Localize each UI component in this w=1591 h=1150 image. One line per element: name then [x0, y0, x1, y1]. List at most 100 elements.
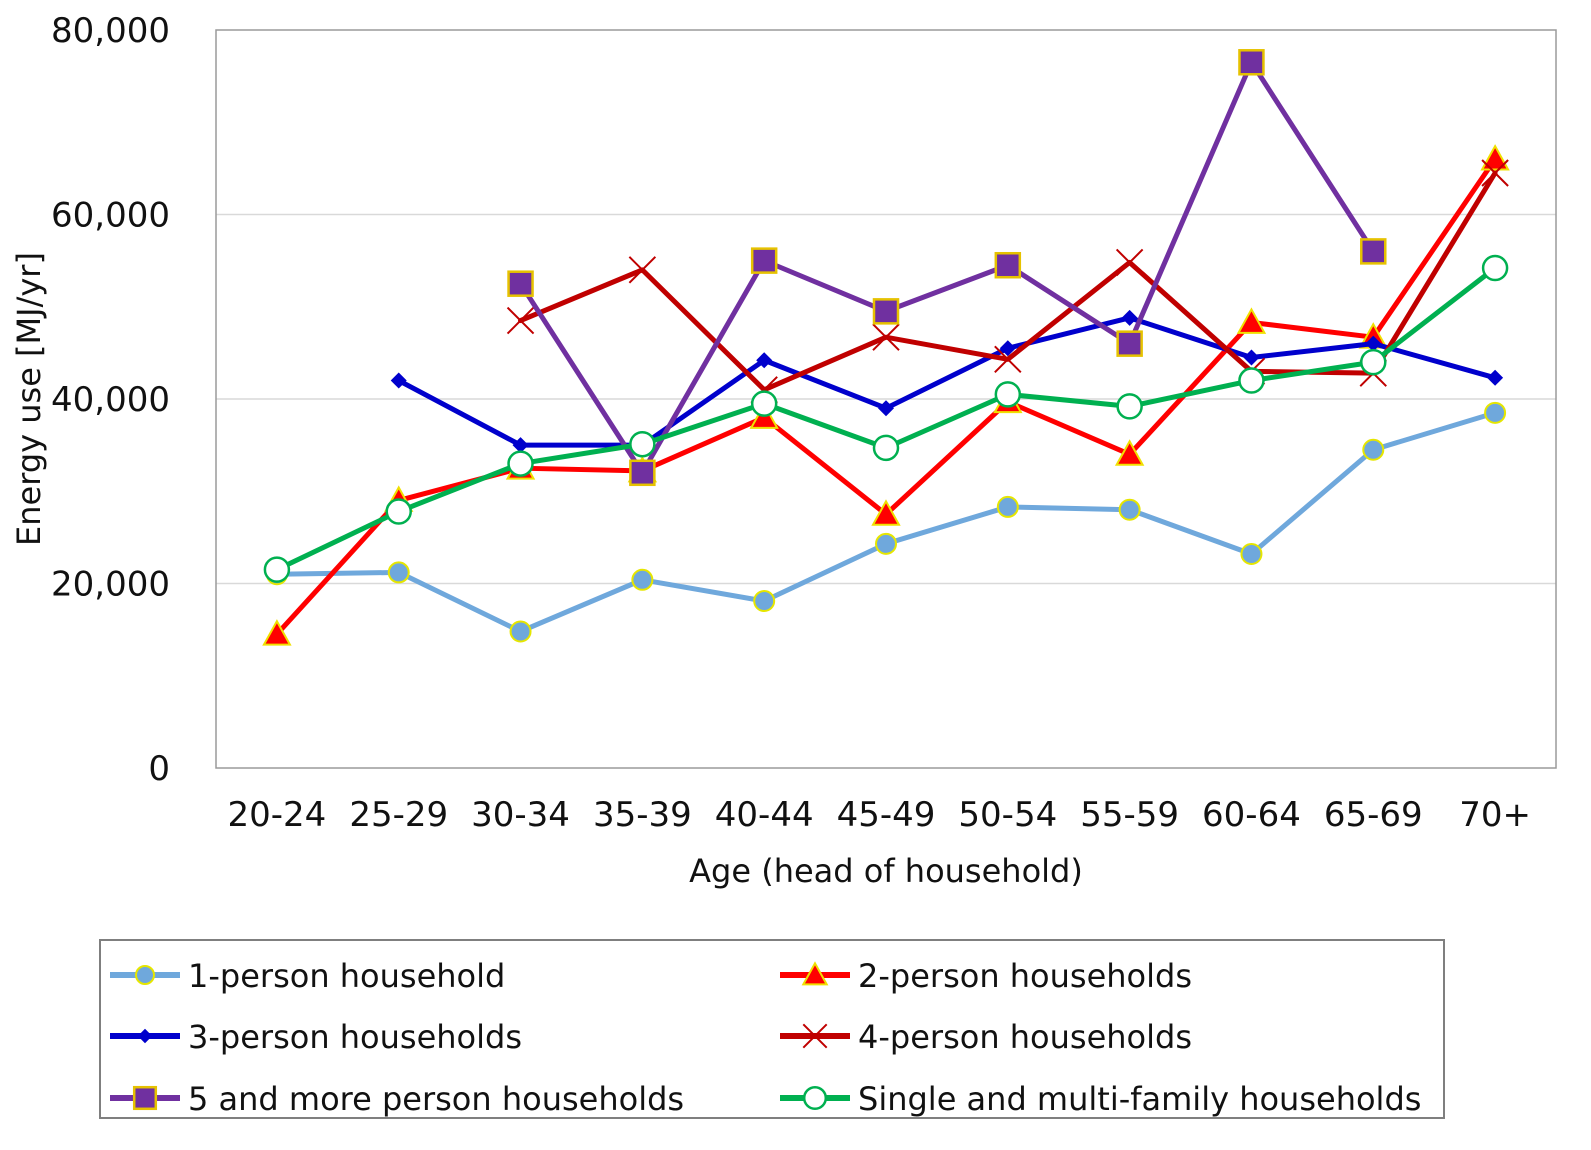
series-lines — [262, 49, 1510, 646]
data-point — [629, 430, 656, 458]
data-point — [1362, 438, 1385, 461]
data-point — [385, 498, 412, 525]
data-point — [872, 298, 900, 325]
legend-label: 1-person household — [188, 957, 505, 995]
x-axis-ticks: 20-24 25-29 30-34 35-39 40-44 45-49 50-54 55-59… — [228, 795, 1531, 835]
data-point — [1114, 439, 1145, 466]
data-point — [263, 556, 291, 583]
data-point — [135, 965, 155, 985]
series-6 — [263, 254, 1509, 583]
data-point — [756, 352, 773, 369]
series-2 — [262, 144, 1510, 646]
x-tick-label: 55-59 — [1080, 795, 1179, 835]
data-point — [1481, 159, 1509, 187]
data-point — [802, 1085, 828, 1111]
x-tick-label: 40-44 — [715, 795, 814, 835]
x-tick-label: 50-54 — [958, 795, 1057, 835]
legend-item: Single and multi-family households — [780, 1080, 1421, 1118]
data-point — [512, 437, 529, 454]
y-axis-ticks: 0 20,000 40,000 60,000 80,000 — [51, 11, 170, 789]
series-4 — [506, 159, 1509, 404]
x-tick-label: 65-69 — [1324, 795, 1423, 835]
x-tick-label: 30-34 — [471, 795, 570, 835]
data-point — [872, 323, 900, 351]
data-point — [1238, 49, 1265, 76]
data-point — [1365, 335, 1382, 352]
data-point — [631, 568, 654, 591]
data-point — [1238, 367, 1265, 394]
x-tick-label: 60-64 — [1202, 795, 1301, 835]
data-point — [994, 345, 1022, 374]
data-point — [387, 561, 410, 584]
data-point — [629, 459, 656, 487]
data-point — [1116, 393, 1143, 420]
data-point — [1115, 248, 1144, 277]
data-point — [872, 434, 900, 462]
y-tick-label: 60,000 — [51, 196, 170, 236]
x-axis-title: Age (head of household) — [689, 852, 1083, 890]
data-point — [1360, 348, 1387, 376]
data-point — [506, 306, 535, 335]
data-point — [1116, 330, 1143, 357]
legend-item: 2-person households — [780, 957, 1192, 995]
plot-area — [215, 29, 1557, 769]
legend-label: 5 and more person households — [188, 1080, 684, 1118]
x-tick-label: 45-49 — [837, 795, 936, 835]
series-line — [518, 170, 1498, 393]
series-line — [396, 315, 1498, 448]
x-tick-label: 70+ — [1459, 795, 1531, 835]
x-tick-label: 20-24 — [228, 795, 327, 835]
series-line — [274, 156, 1498, 637]
legend: 1-person household 2-person households 3-p… — [99, 939, 1445, 1119]
gridlines — [216, 213, 1556, 585]
data-point — [132, 1085, 158, 1111]
data-point — [1360, 238, 1387, 265]
legend-box — [99, 939, 1445, 1119]
data-point — [262, 619, 292, 646]
data-point — [750, 390, 778, 417]
data-point — [994, 381, 1022, 408]
y-tick-label: 40,000 — [51, 380, 170, 420]
data-point — [1243, 349, 1260, 366]
y-axis-title: Energy use [MJ/yr] — [10, 252, 48, 546]
data-point — [1236, 307, 1267, 334]
data-point — [996, 495, 1019, 518]
data-point — [1481, 254, 1509, 282]
series-line — [518, 59, 1376, 476]
y-tick-label: 20,000 — [51, 565, 170, 605]
data-point — [1480, 144, 1510, 171]
legend-label: 4-person households — [858, 1018, 1192, 1056]
legend-label: 2-person households — [858, 957, 1192, 995]
legend-label: 3-person households — [188, 1018, 522, 1056]
legend-item: 5 and more person households — [110, 1080, 684, 1118]
data-point — [507, 450, 534, 477]
data-point — [802, 1023, 828, 1049]
data-point — [994, 251, 1022, 279]
data-point — [801, 961, 829, 986]
data-point — [507, 270, 534, 297]
data-point — [750, 247, 778, 274]
data-point — [878, 400, 894, 417]
x-tick-label: 25-29 — [349, 795, 448, 835]
y-tick-label: 0 — [148, 749, 170, 789]
series-3 — [390, 309, 1504, 454]
data-point — [875, 532, 897, 555]
data-point — [871, 499, 901, 526]
data-point — [628, 256, 657, 284]
data-point — [1118, 498, 1141, 521]
data-point — [137, 1028, 153, 1044]
legend-item: 1-person household — [110, 957, 505, 995]
data-point — [390, 372, 407, 389]
data-point — [509, 620, 532, 643]
y-tick-label: 80,000 — [51, 11, 170, 51]
legend-item: 3-person households — [110, 1018, 522, 1056]
data-point — [1487, 369, 1504, 386]
data-point — [1240, 542, 1263, 565]
legend-label: Single and multi-family households — [858, 1080, 1421, 1118]
data-point — [1121, 309, 1138, 326]
data-point — [1484, 401, 1507, 424]
x-tick-label: 35-39 — [593, 795, 692, 835]
data-point — [999, 340, 1016, 357]
legend-item: 4-person households — [780, 1018, 1192, 1056]
series-1 — [265, 401, 1507, 643]
